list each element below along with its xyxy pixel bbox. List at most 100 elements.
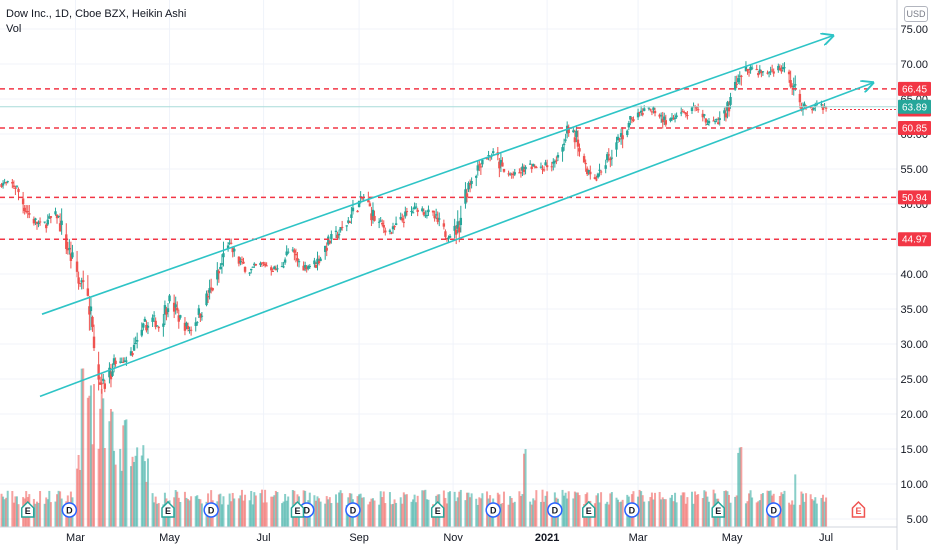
dividend-shape xyxy=(203,502,219,518)
dividend-marker: D xyxy=(765,502,782,518)
volume-bar xyxy=(130,466,133,527)
volume-bar xyxy=(652,499,655,527)
volume-bar xyxy=(318,498,321,527)
candle-body xyxy=(606,154,609,161)
candle-body xyxy=(582,156,586,163)
candle-body xyxy=(23,207,26,211)
candle-body xyxy=(291,249,295,251)
candle-body xyxy=(510,173,513,175)
volume-bar xyxy=(271,496,274,527)
candle-body xyxy=(564,139,567,141)
volume-bar xyxy=(185,497,188,527)
earnings-shape xyxy=(851,500,866,518)
candle-body xyxy=(530,166,533,170)
candle-body xyxy=(821,106,825,111)
volume-bar xyxy=(382,491,385,527)
candle-body xyxy=(103,383,107,389)
candle-body xyxy=(82,280,85,282)
candle-body xyxy=(58,223,62,232)
candle-body xyxy=(442,223,446,227)
candle-body xyxy=(283,259,287,263)
candle-body xyxy=(544,162,547,166)
candle-body xyxy=(487,155,490,157)
candle-body xyxy=(744,66,748,72)
candle-body xyxy=(228,242,231,244)
volume-bar xyxy=(641,495,644,527)
candle-body xyxy=(357,200,361,208)
volume-bar xyxy=(755,502,758,527)
volume-bar xyxy=(803,501,806,527)
volume-bar xyxy=(479,498,482,527)
time-tick-label: Jul xyxy=(257,532,271,544)
volume-bar xyxy=(362,497,365,527)
earnings-marker: E xyxy=(851,500,866,518)
candle-body xyxy=(356,210,359,213)
candle-body xyxy=(562,143,566,146)
currency-button[interactable]: USD xyxy=(904,6,928,22)
volume-bar xyxy=(39,491,42,527)
volume-bar xyxy=(512,502,515,527)
candle-body xyxy=(783,67,786,69)
candle-body xyxy=(143,318,147,322)
candle-body xyxy=(636,112,640,118)
price-axis[interactable]: 75.0070.0065.0060.0055.0050.0045.0040.00… xyxy=(900,24,928,526)
candle-body xyxy=(464,189,467,204)
candle-body xyxy=(669,118,672,121)
volume-bar xyxy=(691,491,694,527)
candle-body xyxy=(528,163,532,165)
candle-body xyxy=(755,68,758,71)
volume-bar xyxy=(261,489,264,527)
candle-body xyxy=(653,110,657,114)
earnings-shape xyxy=(161,500,175,518)
volume-bar xyxy=(502,491,505,527)
candle-body xyxy=(382,225,385,228)
volume-bar xyxy=(119,448,122,527)
candle-body xyxy=(373,215,376,221)
volume-bar xyxy=(373,500,376,527)
volume-bar xyxy=(371,498,374,527)
time-axis[interactable]: Mar May Jul Sep Nov 2021 Mar May Jul xyxy=(0,526,897,544)
candle-body xyxy=(177,315,180,322)
volume-bar xyxy=(663,499,666,527)
volume-bar xyxy=(187,499,190,527)
candle-body xyxy=(37,222,40,225)
candle-body xyxy=(280,266,284,268)
candle-body xyxy=(738,75,741,77)
candle-body xyxy=(65,234,68,250)
volume-bar xyxy=(800,491,803,527)
volume-bar xyxy=(798,504,801,527)
volume-bar xyxy=(683,492,686,527)
candle-body xyxy=(226,245,230,250)
volume-bar xyxy=(133,461,136,527)
price-tick-label: 55.00 xyxy=(900,164,928,176)
candle-body xyxy=(185,322,188,327)
candle-body xyxy=(17,189,20,193)
volume-bar xyxy=(54,501,57,527)
volume-bar xyxy=(327,499,330,527)
candle-body xyxy=(80,280,83,283)
dividend-marker: D xyxy=(61,502,78,518)
candle-body xyxy=(619,133,623,137)
candle-body xyxy=(211,288,214,291)
candle-body xyxy=(303,265,307,268)
trend-channel[interactable] xyxy=(39,36,873,398)
candle-body xyxy=(11,182,14,184)
candle-body xyxy=(456,221,459,229)
price-tick-label: 20.00 xyxy=(900,409,928,421)
candle-body xyxy=(34,218,37,221)
candle-body xyxy=(658,114,661,117)
time-tick-label: Mar xyxy=(66,532,85,544)
volume-bar xyxy=(737,452,740,527)
candle-body xyxy=(436,217,439,222)
candle-body xyxy=(778,67,782,71)
candle-body xyxy=(189,329,193,331)
volume-bar xyxy=(647,501,650,527)
candle-body xyxy=(399,216,402,220)
candle-body xyxy=(55,214,59,219)
candle-body xyxy=(444,231,447,237)
volume-bar xyxy=(113,450,116,527)
candle-body xyxy=(77,277,80,284)
symbol-title: Dow Inc., 1D, Cboe BZX, Heikin Ashi xyxy=(6,8,187,20)
candle-body xyxy=(66,248,70,251)
